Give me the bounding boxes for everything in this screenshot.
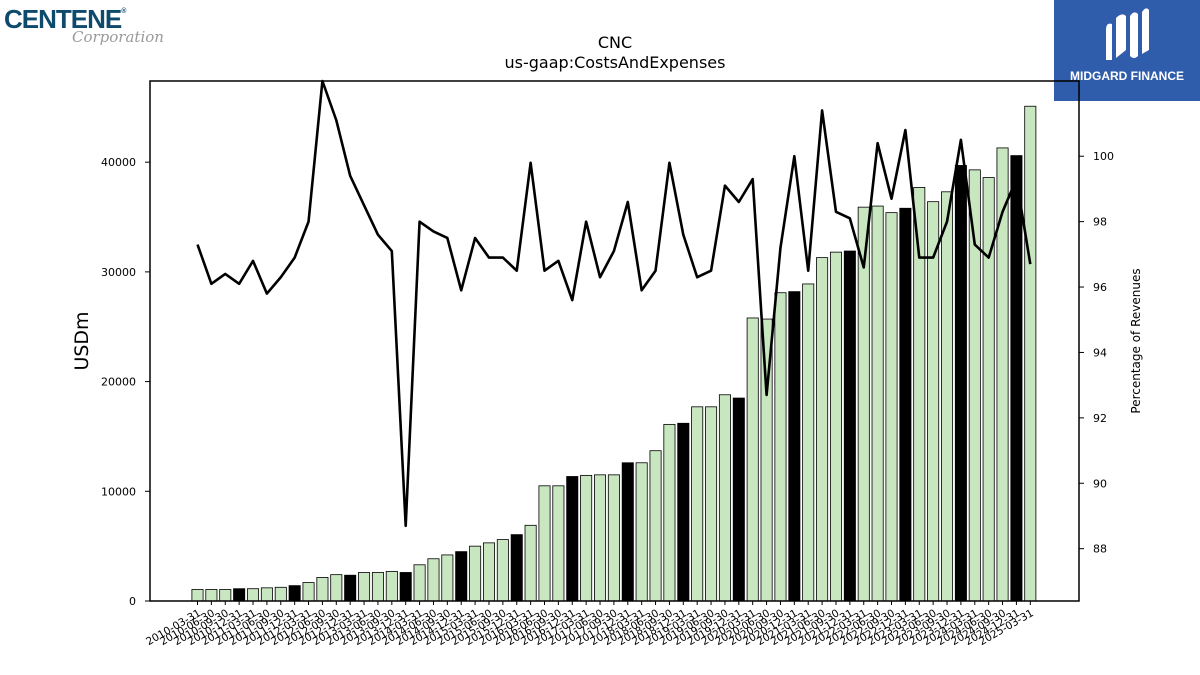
bar xyxy=(413,564,426,602)
bar xyxy=(705,406,718,602)
bar xyxy=(441,554,454,602)
bar xyxy=(385,570,398,602)
bar xyxy=(219,589,232,602)
bar xyxy=(191,589,204,602)
bar xyxy=(732,397,745,602)
y-tick-label: 20000 xyxy=(101,376,136,389)
bar xyxy=(594,474,607,602)
bar xyxy=(816,257,829,602)
bar xyxy=(482,542,495,602)
left-axis-ticks: 0 10000 20000 30000 40000 xyxy=(101,156,150,608)
centene-logo-subtext: Corporation xyxy=(72,28,164,46)
bar xyxy=(469,545,482,602)
bar xyxy=(746,317,759,602)
bar xyxy=(580,474,593,602)
bar xyxy=(941,191,954,602)
y2-tick-label: 92 xyxy=(1093,412,1107,425)
bar xyxy=(260,587,273,602)
bar xyxy=(1024,105,1037,602)
x-axis-ticks: 2010-03-312010-06-302010-09-302010-12-31… xyxy=(144,601,1036,648)
bar xyxy=(802,283,815,602)
y-tick-label: 30000 xyxy=(101,266,136,279)
midgard-finance-label: MIDGARD FINANCE xyxy=(1070,69,1184,83)
chart-title: CNC xyxy=(598,33,632,52)
bar xyxy=(718,394,731,602)
bar xyxy=(968,169,981,602)
bar xyxy=(247,588,260,602)
bar xyxy=(344,574,357,602)
bar xyxy=(829,251,842,602)
y2-axis-label: Percentage of Revenues xyxy=(1129,268,1143,413)
bar xyxy=(288,585,301,602)
bar xyxy=(510,534,523,602)
bar xyxy=(899,207,912,602)
bar xyxy=(885,212,898,602)
bar xyxy=(330,574,343,602)
bar xyxy=(871,205,884,602)
bar xyxy=(566,476,579,602)
bar xyxy=(496,539,509,602)
bar xyxy=(621,462,634,602)
bar xyxy=(274,586,287,602)
bar xyxy=(358,572,371,602)
bar xyxy=(691,406,704,602)
bar xyxy=(427,558,440,602)
y2-tick-label: 94 xyxy=(1093,346,1107,359)
bar xyxy=(677,422,690,602)
bar xyxy=(538,485,551,602)
bar xyxy=(635,462,648,602)
bar xyxy=(843,250,856,602)
bar xyxy=(552,485,565,602)
y-axis-label: USDm xyxy=(71,311,93,370)
bar xyxy=(233,588,246,602)
bar xyxy=(788,291,801,602)
bar xyxy=(302,582,315,602)
y-tick-label: 10000 xyxy=(101,485,136,498)
bar xyxy=(205,589,218,602)
chart-subtitle: us-gaap:CostsAndExpenses xyxy=(505,53,726,72)
bar xyxy=(455,551,468,602)
bar-series xyxy=(191,105,1037,602)
bar xyxy=(316,577,329,602)
bar xyxy=(774,292,787,602)
plot-frame xyxy=(149,80,1080,602)
bar xyxy=(371,572,384,602)
y2-tick-label: 98 xyxy=(1093,216,1107,229)
bar xyxy=(954,165,967,602)
percentage-line xyxy=(196,79,1032,528)
bar xyxy=(927,201,940,602)
y2-tick-label: 88 xyxy=(1093,543,1107,556)
bar xyxy=(649,450,662,602)
right-axis-ticks: 88 90 92 94 96 98 100 xyxy=(1079,150,1114,556)
centene-logo-text: CENTENE® xyxy=(4,4,127,34)
centene-logo: CENTENE® Corporation xyxy=(4,2,174,46)
bar xyxy=(399,572,412,602)
midgard-mark-icon xyxy=(1106,8,1149,61)
bar xyxy=(607,474,620,602)
bar xyxy=(663,423,676,602)
y2-tick-label: 90 xyxy=(1093,477,1107,490)
bar xyxy=(524,524,537,602)
y-tick-label: 40000 xyxy=(101,156,136,169)
y-tick-label: 0 xyxy=(129,595,136,608)
bar xyxy=(1010,155,1023,602)
y2-tick-label: 100 xyxy=(1093,150,1114,163)
y2-tick-label: 96 xyxy=(1093,281,1107,294)
